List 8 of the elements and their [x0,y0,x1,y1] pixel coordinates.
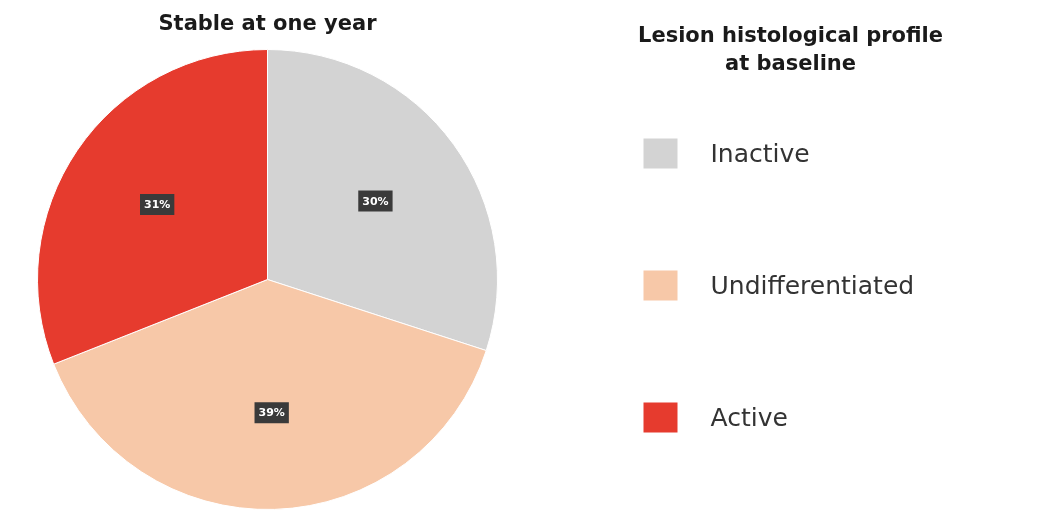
data-label: 30% [362,194,389,208]
legend-label: Inactive [710,139,810,168]
legend-title: Lesion histological profile at baseline [638,22,943,76]
chart-title: Stable at one year [158,10,378,35]
legend-label: Active [710,403,788,432]
legend-label: Undifferentiated [710,271,915,300]
data-label: 39% [258,406,285,420]
data-label: 31% [144,198,171,212]
